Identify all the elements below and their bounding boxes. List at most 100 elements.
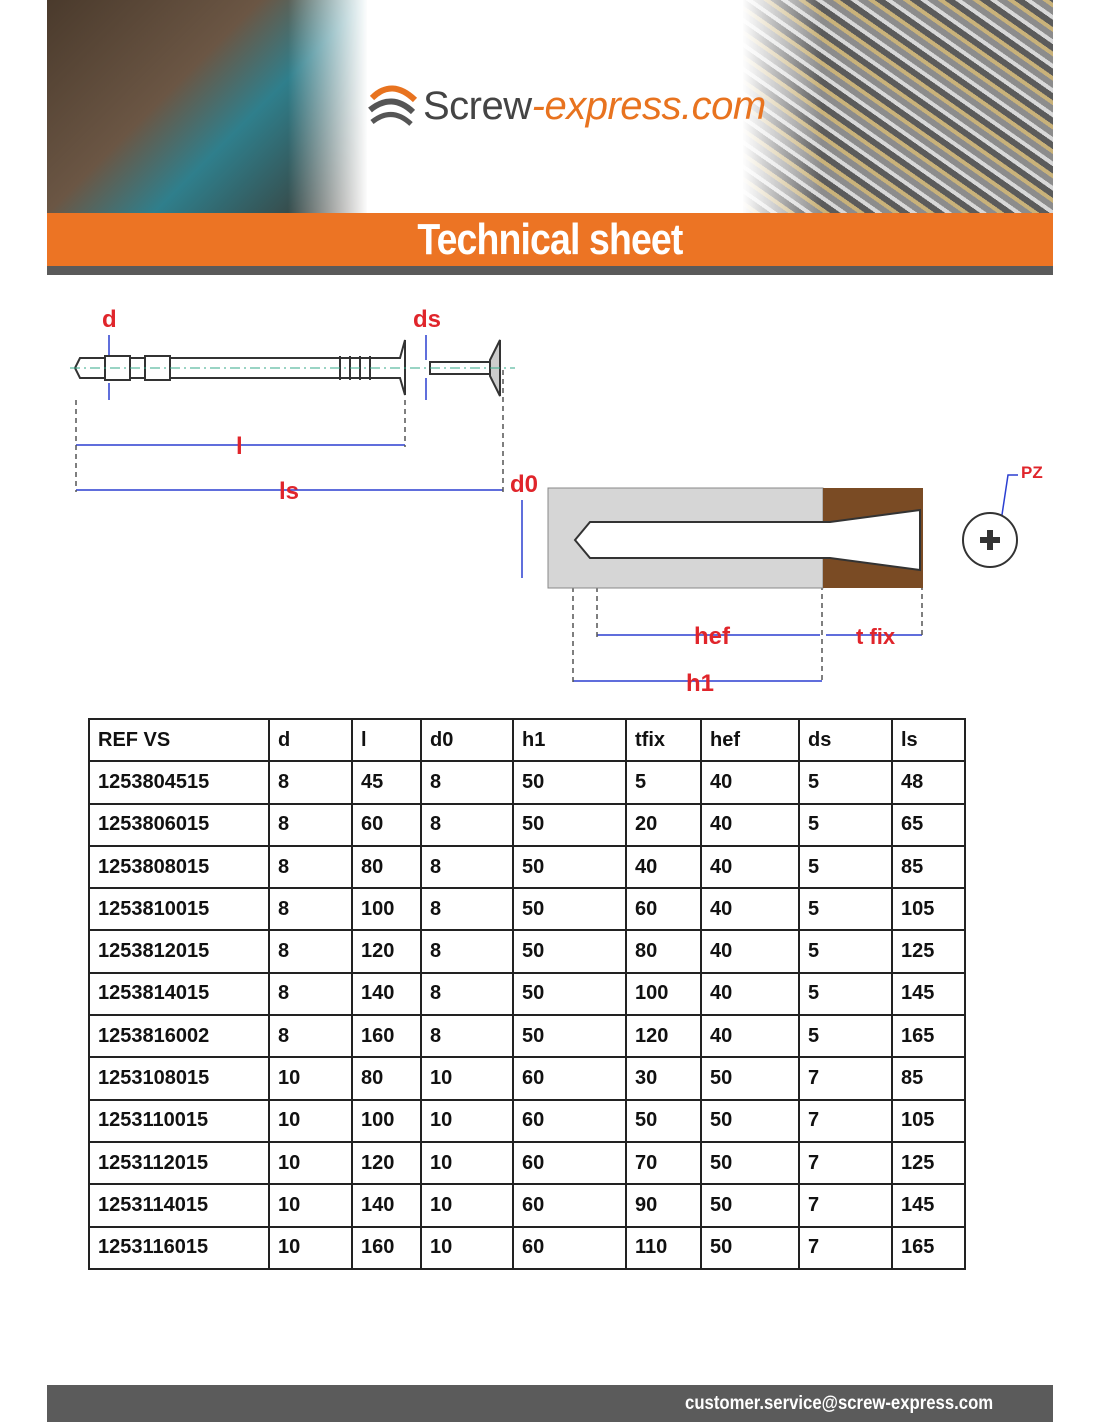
table-cell: 80	[351, 844, 422, 890]
table-cell: 20	[625, 802, 702, 847]
table-row: 1253806015 8 60 8 50 20 40 5 65	[88, 802, 966, 847]
column-header: ls	[891, 717, 966, 763]
table-cell: 8	[420, 1014, 514, 1059]
table-cell: 10	[268, 1056, 353, 1101]
table-cell: 10	[420, 1098, 514, 1143]
table-cell: 1253108015	[88, 1056, 270, 1101]
page-title: Technical sheet	[417, 214, 683, 264]
table-row: 1253808015 8 80 8 50 40 40 5 85	[88, 844, 966, 890]
table-cell: 10	[420, 1225, 514, 1270]
divider	[47, 266, 1053, 275]
table-cell: 60	[512, 1056, 627, 1101]
column-header: REF VS	[88, 717, 270, 763]
header-banner: Screw-express.com	[47, 0, 1053, 213]
table-cell: 10	[420, 1183, 514, 1228]
label-pz: PZ	[1021, 463, 1043, 482]
table-cell: 5	[625, 760, 702, 805]
logo-swoosh-icon	[368, 85, 417, 126]
table-cell: 1253110015	[88, 1098, 270, 1143]
table-cell: 110	[625, 1225, 702, 1270]
column-header: h1	[512, 717, 627, 763]
label-ls: ls	[279, 478, 299, 505]
table-cell: 50	[700, 1183, 800, 1228]
table-cell: 140	[351, 1183, 422, 1228]
table-cell: 5	[798, 844, 893, 890]
logo-accent-text: -express.com	[531, 83, 767, 128]
table-cell: 100	[351, 1098, 422, 1143]
table-row: 1253814015 8 140 8 50 100 40 5 145	[88, 971, 966, 1017]
table-cell: 8	[268, 887, 353, 932]
table-cell: 165	[891, 1225, 966, 1270]
table-cell: 8	[420, 971, 514, 1017]
table-cell: 60	[512, 1098, 627, 1143]
table-cell: 7	[798, 1098, 893, 1143]
table-cell: 85	[891, 844, 966, 890]
table-cell: 8	[268, 802, 353, 847]
table-cell: 70	[625, 1140, 702, 1186]
table-cell: 145	[891, 971, 966, 1017]
contact-email: customer.service@screw-express.com	[684, 1393, 993, 1414]
table-cell: 50	[625, 1098, 702, 1143]
table-cell: 50	[512, 1014, 627, 1059]
column-header: ds	[798, 717, 893, 763]
table-cell: 40	[700, 887, 800, 932]
table-cell: 48	[891, 760, 966, 805]
table-cell: 65	[891, 802, 966, 847]
table-cell: 1253808015	[88, 844, 270, 890]
table-cell: 40	[700, 929, 800, 974]
table-cell: 5	[798, 1014, 893, 1059]
label-ds: ds	[413, 306, 441, 333]
label-d: d	[102, 306, 117, 333]
table-cell: 140	[351, 971, 422, 1017]
table-cell: 10	[420, 1056, 514, 1101]
table-cell: 8	[268, 844, 353, 890]
table-cell: 8	[420, 929, 514, 974]
column-header: d	[268, 717, 353, 763]
table-cell: 50	[700, 1098, 800, 1143]
table-row: 1253812015 8 120 8 50 80 40 5 125	[88, 929, 966, 974]
table-cell: 50	[512, 971, 627, 1017]
table-cell: 50	[512, 844, 627, 890]
table-cell: 50	[700, 1225, 800, 1270]
table-cell: 8	[420, 887, 514, 932]
table-cell: 60	[351, 802, 422, 847]
column-header: hef	[700, 717, 800, 763]
column-header: l	[351, 717, 422, 763]
table-cell: 1253816002	[88, 1014, 270, 1059]
label-l: l	[236, 433, 243, 460]
table-cell: 10	[268, 1183, 353, 1228]
column-header: tfix	[625, 717, 702, 763]
table-cell: 120	[351, 929, 422, 974]
table-cell: 10	[268, 1225, 353, 1270]
table-cell: 60	[625, 887, 702, 932]
table-cell: 8	[420, 802, 514, 847]
logo: Screw-express.com	[367, 78, 766, 134]
table-cell: 85	[891, 1056, 966, 1101]
label-hef: hef	[694, 623, 731, 650]
table-cell: 105	[891, 1098, 966, 1143]
table-cell: 5	[798, 929, 893, 974]
table-cell: 120	[625, 1014, 702, 1059]
table-cell: 7	[798, 1225, 893, 1270]
logo-main-text: Screw	[423, 83, 532, 128]
table-cell: 60	[512, 1183, 627, 1228]
table-cell: 60	[512, 1225, 627, 1270]
table-row: 1253116015 10 160 10 60 110 50 7 165	[88, 1225, 966, 1270]
table-cell: 50	[512, 802, 627, 847]
table-row: 1253804515 8 45 8 50 5 40 5 48	[88, 760, 966, 805]
table-cell: 80	[625, 929, 702, 974]
table-cell: 10	[268, 1098, 353, 1143]
table-cell: 50	[512, 760, 627, 805]
table-cell: 45	[351, 760, 422, 805]
tools-photo	[47, 0, 368, 213]
table-cell: 1253814015	[88, 971, 270, 1017]
table-cell: 5	[798, 760, 893, 805]
table-cell: 105	[891, 887, 966, 932]
table-row: 1253810015 8 100 8 50 60 40 5 105	[88, 887, 966, 932]
table-cell: 30	[625, 1056, 702, 1101]
table-cell: 50	[700, 1140, 800, 1186]
table-cell: 80	[351, 1056, 422, 1101]
table-cell: 1253810015	[88, 887, 270, 932]
header-row: REF VS d l d0 h1 tfix hef ds ls	[88, 717, 966, 763]
table-cell: 160	[351, 1225, 422, 1270]
